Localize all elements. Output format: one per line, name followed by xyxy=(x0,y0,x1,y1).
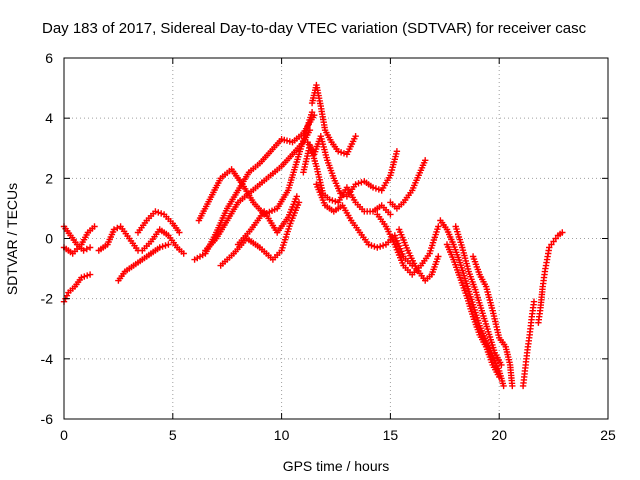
data-point-interp xyxy=(368,242,375,249)
data-point-interp xyxy=(332,198,339,205)
data-point xyxy=(308,109,316,116)
data-point xyxy=(365,241,372,248)
data-point-interp xyxy=(377,243,384,250)
data-point xyxy=(110,226,118,233)
data-point xyxy=(500,382,507,390)
data-point-interp xyxy=(379,242,387,249)
y-tick-label: -2 xyxy=(41,291,54,307)
x-axis-label: GPS time / hours xyxy=(283,458,390,474)
data-point xyxy=(374,244,381,251)
x-tick-label: 5 xyxy=(169,427,177,443)
data-point-interp xyxy=(159,243,166,250)
data-point xyxy=(530,298,538,305)
data-point xyxy=(387,211,394,218)
data-point xyxy=(156,244,163,251)
data-point xyxy=(86,271,94,278)
data-point-interp xyxy=(114,224,121,232)
data-point xyxy=(369,184,377,191)
data-point xyxy=(91,223,98,230)
data-point xyxy=(435,253,442,260)
y-tick-label: 4 xyxy=(45,110,53,126)
x-tick-label: 10 xyxy=(274,427,290,443)
data-point xyxy=(496,373,503,381)
y-tick-label: -6 xyxy=(41,411,54,427)
data-point xyxy=(352,181,359,188)
data-point xyxy=(422,157,429,164)
data-point-interp xyxy=(337,149,345,156)
data-point-interp xyxy=(375,186,382,193)
data-point xyxy=(498,361,505,369)
y-tick-label: -4 xyxy=(41,351,54,367)
data-point-interp xyxy=(355,180,362,187)
data-point xyxy=(326,196,333,203)
data-point xyxy=(165,241,172,248)
data-point-interp xyxy=(340,150,348,157)
data-point xyxy=(176,229,183,236)
data-point-interp xyxy=(372,185,380,192)
x-tick-label: 0 xyxy=(60,427,68,443)
data-point-interp xyxy=(158,210,165,217)
data-point xyxy=(435,223,442,230)
data-point-interp xyxy=(371,243,378,250)
y-tick-label: 2 xyxy=(45,170,53,186)
data-point-interp xyxy=(83,245,90,253)
y-tick-label: 6 xyxy=(45,50,53,66)
chart-title: Day 183 of 2017, Sidereal Day-to-day VTE… xyxy=(42,20,587,37)
data-point xyxy=(335,148,342,155)
data-point-interp xyxy=(81,273,88,280)
data-point xyxy=(559,229,566,236)
data-point xyxy=(86,244,94,251)
data-point xyxy=(295,199,303,206)
x-tick-label: 25 xyxy=(600,427,616,443)
data-point-interp xyxy=(329,197,336,204)
data-point xyxy=(393,148,401,155)
data-point xyxy=(78,274,85,281)
y-axis-label: SDTVAR / TECUs xyxy=(4,183,20,295)
data-point xyxy=(352,133,359,140)
y-tick-label: 0 xyxy=(45,231,53,247)
data-point xyxy=(152,208,159,215)
x-tick-label: 15 xyxy=(383,427,399,443)
data-point-interp xyxy=(162,242,169,249)
axis-ticks: 0 5 10 15 20 25 -6 -4 -2 0 2 4 6 xyxy=(41,50,616,443)
data-point-interp xyxy=(63,292,71,299)
data-points xyxy=(60,81,566,390)
x-tick-label: 20 xyxy=(491,427,507,443)
data-point xyxy=(509,382,516,390)
data-point xyxy=(293,193,300,200)
data-point-interp xyxy=(84,272,91,279)
data-point-interp xyxy=(155,209,162,216)
data-point xyxy=(180,250,187,257)
